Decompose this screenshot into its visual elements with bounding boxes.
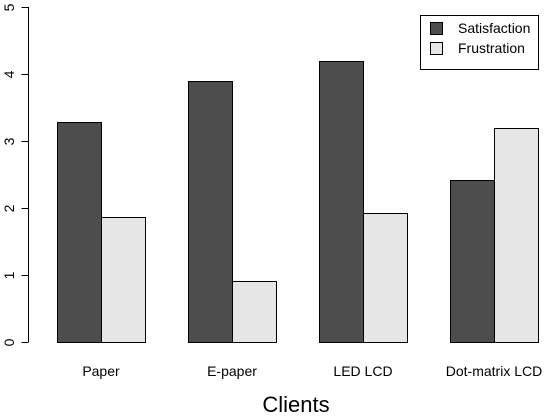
bar-frustration-e-paper <box>232 281 277 343</box>
legend-swatch-frustration <box>430 42 443 55</box>
x-category-labels: Paper E-paper LED LCD Dot-matrix LCD <box>82 363 542 379</box>
legend-label-satisfaction: Satisfaction <box>458 20 530 36</box>
bars-layer <box>57 61 539 343</box>
category-label-paper: Paper <box>82 363 120 379</box>
y-tick-label-4: 4 <box>1 70 17 78</box>
y-tick-label-0: 0 <box>1 338 17 346</box>
y-tick-label-1: 1 <box>1 271 17 279</box>
y-tick-label-3: 3 <box>1 137 17 145</box>
legend-label-frustration: Frustration <box>458 40 525 56</box>
y-tick-label-5: 5 <box>1 3 17 11</box>
y-tick-label-2: 2 <box>1 204 17 212</box>
category-label-e-paper: E-paper <box>207 363 257 379</box>
bar-satisfaction-paper <box>57 122 102 343</box>
category-label-led-lcd: LED LCD <box>333 363 392 379</box>
legend: Satisfaction Frustration <box>420 15 539 70</box>
bar-satisfaction-dot-matrix-lcd <box>450 180 495 343</box>
bar-frustration-paper <box>101 217 146 343</box>
category-label-dot-matrix-lcd: Dot-matrix LCD <box>446 363 542 379</box>
y-axis: 0 1 2 3 4 5 <box>1 3 29 346</box>
bar-frustration-led-lcd <box>363 213 408 343</box>
bar-frustration-dot-matrix-lcd <box>494 128 539 343</box>
bar-satisfaction-e-paper <box>188 81 233 343</box>
bar-satisfaction-led-lcd <box>319 61 364 343</box>
x-axis-label: Clients <box>262 392 329 417</box>
legend-box <box>420 15 539 70</box>
legend-swatch-satisfaction <box>430 22 443 35</box>
